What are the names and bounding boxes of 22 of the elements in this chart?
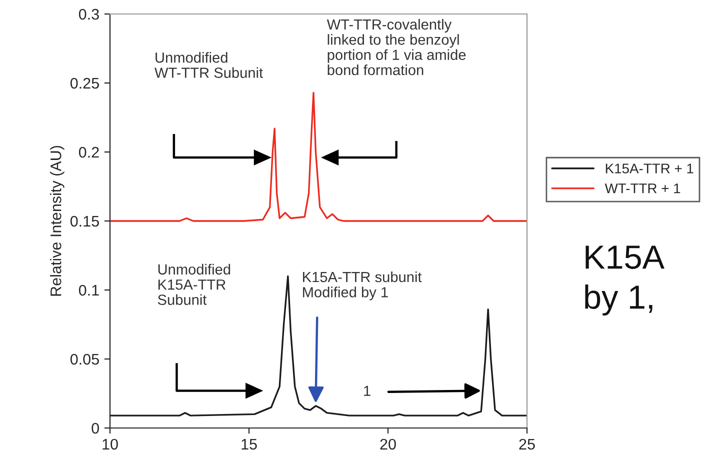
- y-tick-label: 0.3: [78, 8, 99, 20]
- y-axis-title: Relative Intensity (AU): [50, 146, 64, 296]
- y-tick-label: 0.2: [78, 146, 99, 158]
- legend-label: K15A-TTR + 1: [606, 164, 694, 174]
- x-tick-label: 20: [380, 438, 396, 450]
- line-series: [110, 92, 527, 222]
- y-tick-label: 0: [92, 422, 99, 434]
- annotation: Unmodified WT-TTR Subunit: [154, 52, 263, 78]
- text: K15A: [586, 246, 664, 269]
- y-tick-label: 0.15: [70, 216, 99, 227]
- annotation: WT-TTR-covalently linked to the benzoyl portion of 1 via amide bond formation: [326, 18, 466, 76]
- y-tick-label: 0.1: [78, 284, 99, 296]
- y-tick-label: 0.25: [70, 78, 99, 89]
- annotation: Unmodified K15A-TTR Subunit: [158, 264, 230, 305]
- y-tick-label: 0.05: [70, 354, 99, 365]
- annotation: 1: [364, 386, 370, 396]
- legend-label: WT-TTR + 1: [604, 184, 680, 194]
- x-tick-label: 10: [102, 438, 118, 450]
- text: by 1,: [585, 284, 652, 316]
- annotation: K15A-TTR subunit Modified by 1: [303, 271, 422, 300]
- x-tick-label: 25: [519, 438, 535, 450]
- x-tick-label: 15: [242, 438, 257, 450]
